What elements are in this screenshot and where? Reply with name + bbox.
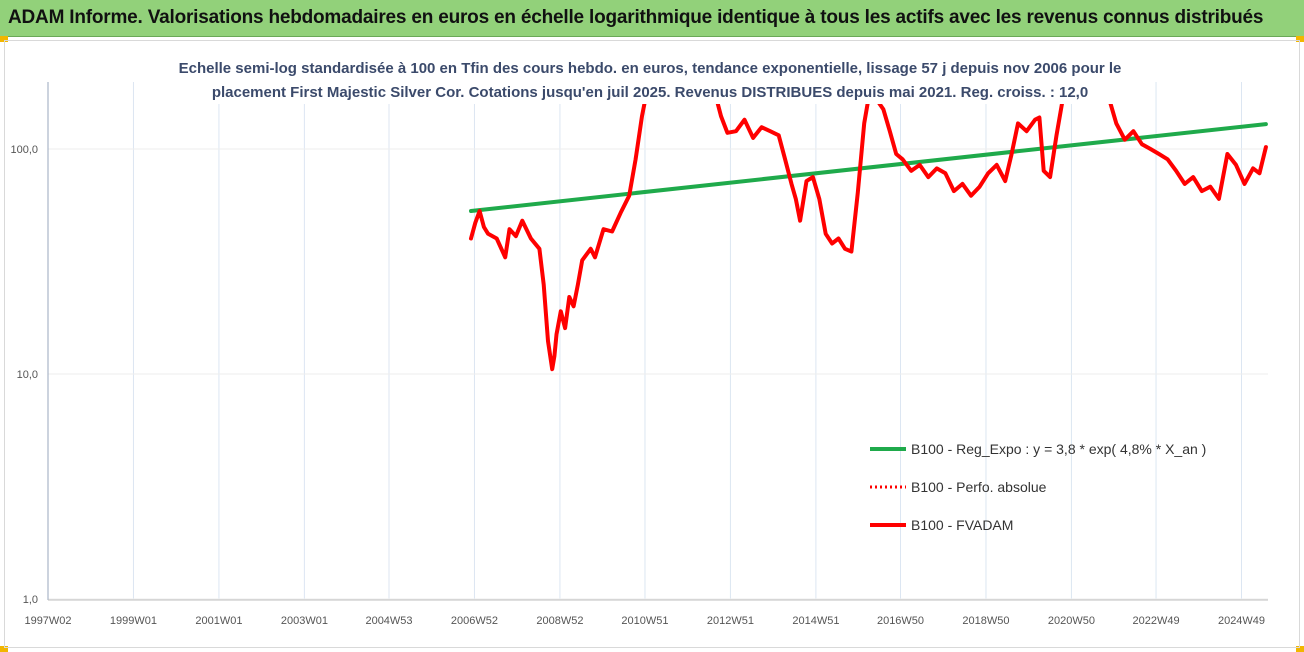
corner-marker-bottom-right	[1296, 646, 1304, 652]
legend-label-perfo: B100 - Perfo. absolue	[911, 479, 1047, 495]
x-tick-label: 2018W50	[962, 615, 1009, 627]
fvadam-line	[469, 80, 1268, 372]
x-tick-label: 2016W50	[877, 615, 924, 627]
chart-subtitle-line1: Echelle semi-log standardisée à 100 en T…	[179, 60, 1122, 77]
corner-marker-left	[0, 36, 8, 42]
subtitle-background	[180, 56, 1120, 104]
x-tick-label: 2014W51	[792, 615, 839, 627]
x-tick-label: 2008W52	[536, 615, 583, 627]
legend-label-trend: B100 - Reg_Expo : y = 3,8 * exp( 4,8% * …	[911, 441, 1206, 457]
y-tick-label: 1,0	[23, 594, 38, 606]
y-tick-label: 100,0	[10, 144, 38, 156]
trend-line	[469, 122, 1268, 213]
y-ticks: 100,0 10,0 1,0	[10, 144, 38, 606]
x-tick-label: 2024W49	[1218, 615, 1265, 627]
chart-subtitle-line2: placement First Majestic Silver Cor. Cot…	[212, 84, 1088, 101]
x-tick-label: 2010W51	[621, 615, 668, 627]
x-tick-label: 2022W49	[1132, 615, 1179, 627]
gridlines	[48, 82, 1268, 600]
title-banner: ADAM Informe. Valorisations hebdomadaire…	[0, 0, 1304, 37]
corner-marker-bottom-left	[0, 646, 8, 652]
legend-label-fvadam: B100 - FVADAM	[911, 517, 1013, 533]
series	[469, 80, 1268, 372]
x-ticks: 1997W02 1999W01 2001W01 2003W01 2004W53 2006W…	[24, 615, 1265, 627]
x-tick-label: 2001W01	[195, 615, 242, 627]
x-tick-label: 2004W53	[365, 615, 412, 627]
report-title: ADAM Informe. Valorisations hebdomadaire…	[8, 7, 1264, 28]
x-tick-label: 2012W51	[707, 615, 754, 627]
y-tick-label: 10,0	[17, 369, 38, 381]
x-tick-label: 2020W50	[1048, 615, 1095, 627]
chart-frame	[4, 40, 1300, 648]
x-tick-label: 2003W01	[281, 615, 328, 627]
x-tick-label: 1997W02	[24, 615, 71, 627]
x-tick-label: 1999W01	[110, 615, 157, 627]
x-tick-label: 2006W52	[451, 615, 498, 627]
corner-marker-right	[1296, 36, 1304, 42]
legend: B100 - Reg_Expo : y = 3,8 * exp( 4,8% * …	[870, 441, 1206, 533]
